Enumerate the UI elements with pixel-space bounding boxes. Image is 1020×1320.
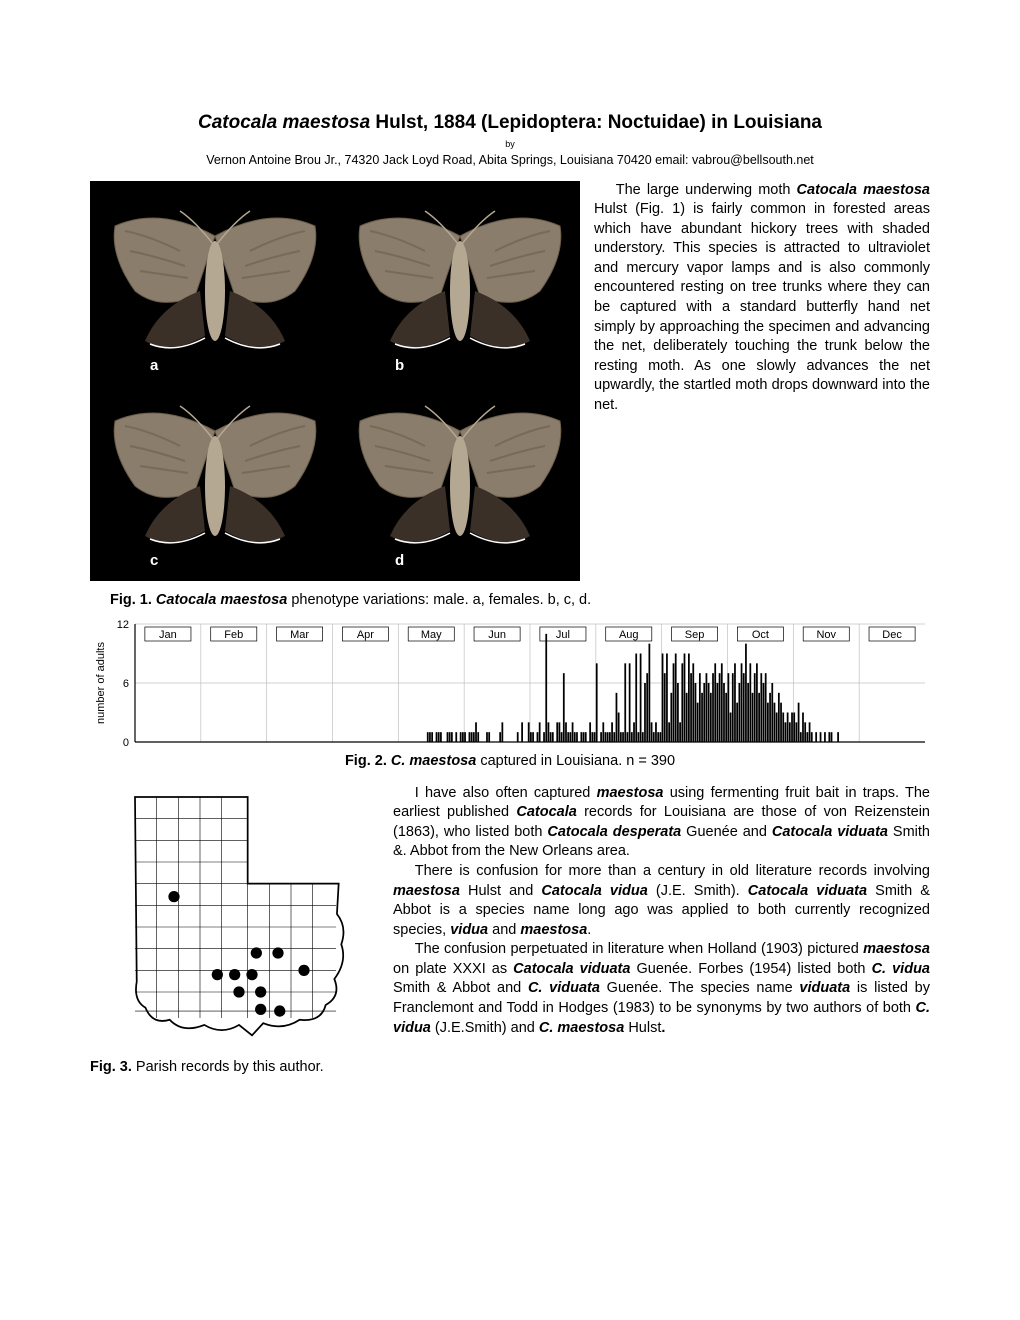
fig1-post: phenotype variations: male. a, females. … [287, 592, 591, 608]
svg-text:0: 0 [123, 737, 129, 748]
svg-text:12: 12 [117, 619, 129, 631]
author-line: Vernon Antoine Brou Jr., 74320 Jack Loyd… [90, 152, 930, 169]
svg-text:Mar: Mar [290, 629, 309, 641]
moth-label-a: a [150, 356, 158, 376]
body-para-2: There is confusion for more than a centu… [393, 862, 930, 940]
moth-label-c: c [150, 551, 158, 571]
fig1-species: Catocala maestosa [156, 592, 287, 608]
svg-text:Sep: Sep [685, 629, 705, 641]
svg-text:Nov: Nov [816, 629, 836, 641]
svg-text:number of adults: number of adults [95, 642, 107, 724]
svg-text:Dec: Dec [882, 629, 902, 641]
fig2-pre: Fig. 2. [345, 753, 391, 769]
svg-text:Apr: Apr [357, 629, 374, 641]
body-para-1: I have also often captured maestosa usin… [393, 784, 930, 862]
fig2-caption: Fig. 2. C. maestosa captured in Louisian… [90, 752, 930, 772]
top-row: a b [90, 181, 930, 581]
svg-text:Jul: Jul [556, 629, 570, 641]
body-para-3: The confusion perpetuated in literature … [393, 940, 930, 1038]
svg-text:Jun: Jun [488, 629, 506, 641]
bottom-row: Fig. 3. Parish records by this author. I… [90, 784, 930, 1078]
fig3-post: Parish records by this author. [136, 1059, 324, 1075]
svg-text:Feb: Feb [224, 629, 243, 641]
page-title: Catocala maestosa Hulst, 1884 (Lepidopte… [90, 110, 930, 136]
fig2-post: captured in Louisiana. n = 390 [476, 753, 675, 769]
title-rest: Hulst, 1884 (Lepidoptera: Noctuidae) in … [370, 112, 822, 133]
fig3-caption: Fig. 3. Parish records by this author. [90, 1058, 375, 1078]
svg-text:Oct: Oct [752, 629, 769, 641]
parish-map [90, 784, 375, 1044]
fig2-species: C. maestosa [391, 753, 476, 769]
title-species: Catocala maestosa [198, 112, 370, 133]
fig1-caption: Fig. 1. Catocala maestosa phenotype vari… [110, 591, 930, 611]
svg-text:Jan: Jan [159, 629, 177, 641]
moth-label-b: b [395, 356, 404, 376]
by-line: by [90, 138, 930, 150]
svg-text:Aug: Aug [619, 629, 639, 641]
side-paragraph: The large underwing moth Catocala maesto… [594, 181, 930, 581]
moth-label-d: d [395, 551, 404, 571]
map-column: Fig. 3. Parish records by this author. [90, 784, 375, 1078]
body-text: I have also often captured maestosa usin… [393, 784, 930, 1078]
svg-text:6: 6 [123, 678, 129, 690]
moth-figure-panel: a b [90, 181, 580, 581]
fig1-pre: Fig. 1. [110, 592, 156, 608]
svg-text:May: May [421, 629, 442, 641]
fig3-pre: Fig. 3. [90, 1059, 136, 1075]
chart-container: 0 6 12 Jan Feb Mar Apr May Jun Jul Aug Sep Oct Nov Dec… [90, 618, 930, 772]
phenology-chart: 0 6 12 Jan Feb Mar Apr May Jun Jul Aug Sep Oct Nov Dec… [90, 618, 930, 748]
